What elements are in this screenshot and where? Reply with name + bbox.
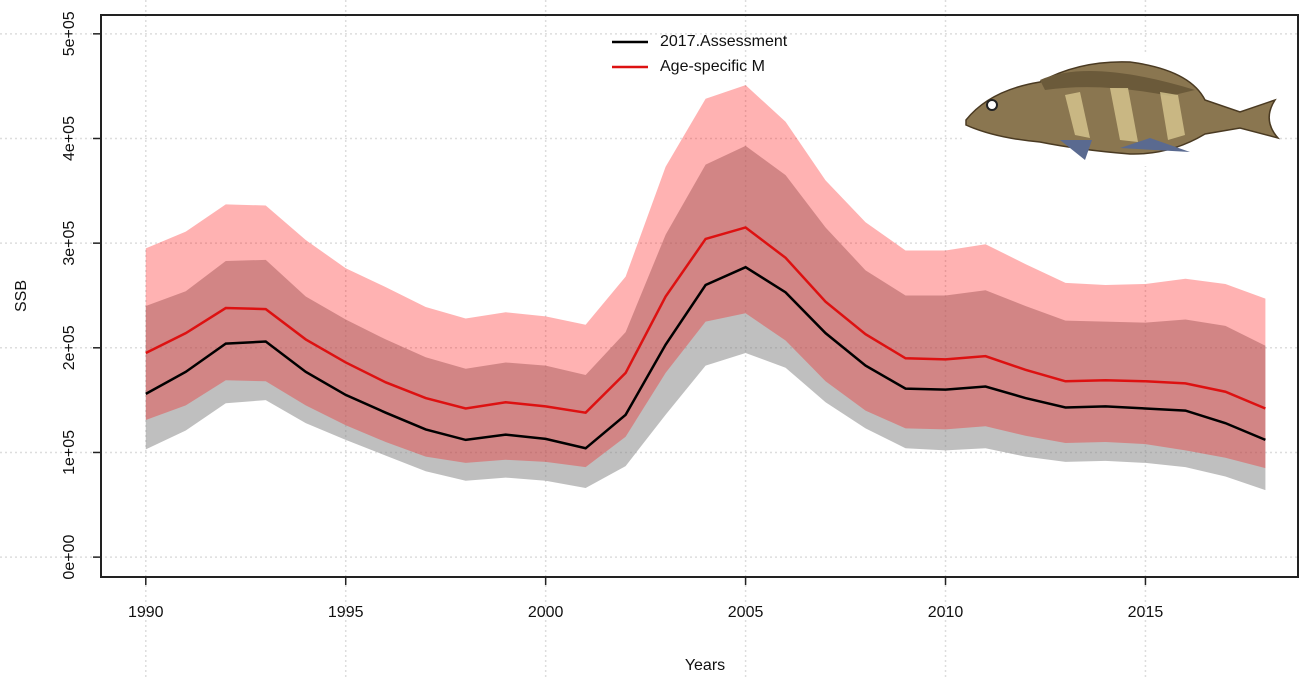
y-tick-label: 0e+00: [61, 535, 78, 580]
fish-fin: [1040, 71, 1195, 96]
series-line: [145, 226, 1266, 415]
fish-eye: [986, 99, 998, 111]
x-axis-label: Years: [685, 657, 725, 674]
legend: 2017.Assessment Age-specific M: [612, 33, 788, 75]
x-tick-label: 2015: [1128, 604, 1164, 621]
y-axis-label: SSB: [13, 280, 30, 312]
x-tick-label: 2000: [528, 604, 564, 621]
legend-label: Age-specific M: [660, 58, 765, 75]
y-tick-label: 2e+05: [61, 325, 78, 370]
fish-lower-fin: [1060, 138, 1190, 160]
series-line: [145, 265, 1266, 450]
fish-stripes: [1065, 88, 1185, 142]
y-tick-label: 1e+05: [61, 430, 78, 475]
x-tick-label: 1995: [328, 604, 364, 621]
fish-illustration: [962, 52, 1281, 166]
y-tick-label: 3e+05: [61, 221, 78, 266]
axes: 0e+00 1e+05 2e+05 3e+05 4e+05 5e+05 1990 1995 20…: [61, 11, 1163, 621]
y-tick-label: 5e+05: [61, 11, 78, 56]
confidence-band: [145, 85, 1266, 469]
plot-frame: [100, 14, 1299, 578]
confidence-band: [145, 145, 1266, 491]
legend-label: 2017.Assessment: [660, 33, 788, 50]
x-tick-label: 2010: [928, 604, 964, 621]
y-tick-label: 4e+05: [61, 116, 78, 161]
x-tick-label: 1990: [128, 604, 164, 621]
lines: [145, 226, 1266, 450]
bands: [145, 85, 1266, 491]
x-tick-label: 2005: [728, 604, 764, 621]
